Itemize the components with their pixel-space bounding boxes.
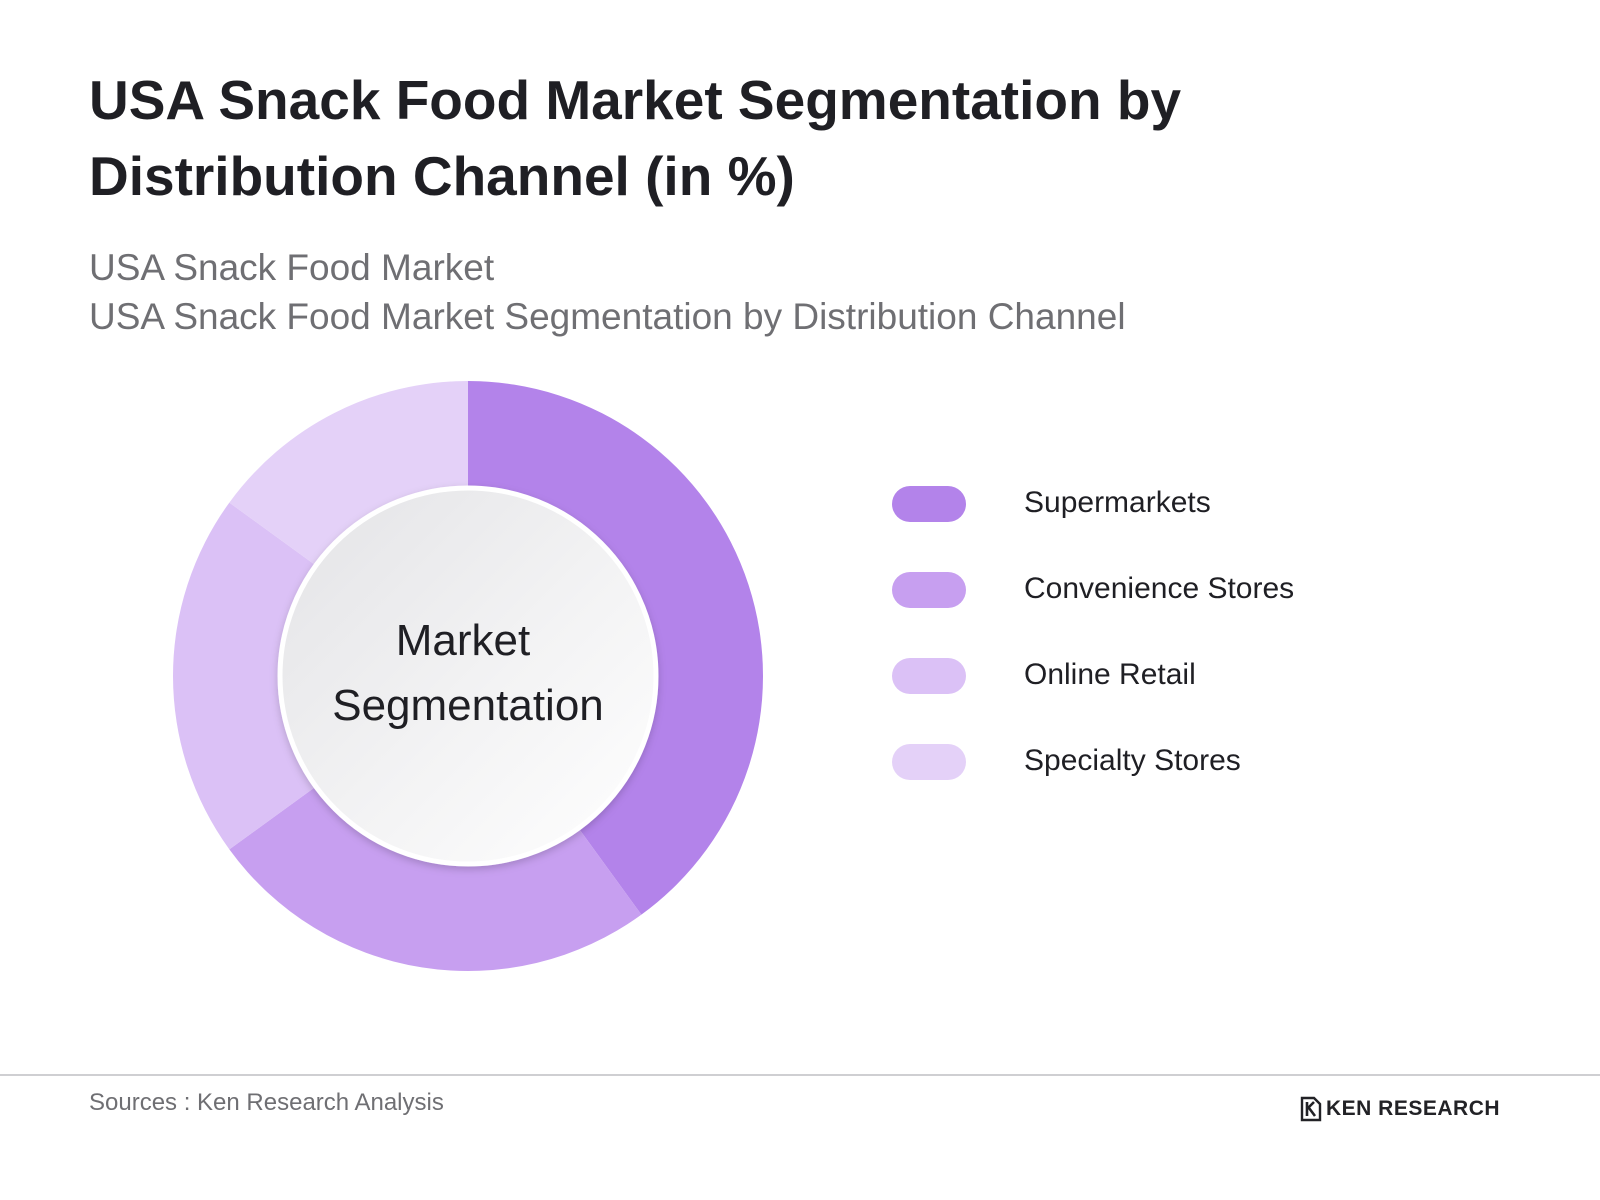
legend-item-supermarkets: Supermarkets	[892, 486, 1452, 572]
subtitle-market: USA Snack Food Market	[89, 247, 495, 288]
legend-item-convenience-stores: Convenience Stores	[892, 572, 1452, 658]
donut-slice-specialty-stores	[229, 381, 468, 566]
legend-swatch	[892, 572, 966, 608]
donut-center-disc	[277, 485, 659, 867]
donut-slice-convenience-stores	[229, 786, 642, 972]
legend-swatch	[892, 486, 966, 522]
donut-slice-supermarkets	[468, 381, 764, 915]
legend-item-specialty-stores: Specialty Stores	[892, 744, 1452, 830]
footer-divider	[0, 1074, 1600, 1076]
center-label-line2: Segmentation	[332, 681, 604, 730]
legend-swatch	[892, 658, 966, 694]
legend-label: Specialty Stores	[1024, 744, 1241, 777]
subtitle-segmentation: USA Snack Food Market Segmentation by Di…	[89, 296, 1126, 337]
legend-label: Supermarkets	[1024, 486, 1211, 519]
legend-label: Online Retail	[1024, 658, 1196, 691]
chart-title: USA Snack Food Market Segmentation by Di…	[89, 69, 1182, 207]
donut-slice-online-retail	[173, 502, 316, 850]
brand-name: KEN RESEARCH	[1326, 1097, 1501, 1120]
center-label-line1: Market	[396, 616, 530, 665]
brand-logo: KEN RESEARCH	[1300, 1094, 1500, 1124]
legend-swatch	[892, 744, 966, 780]
chart-legend: Supermarkets Convenience Stores Online R…	[892, 486, 1452, 830]
sources-note: Sources : Ken Research Analysis	[89, 1089, 444, 1116]
ken-research-logo-icon	[1300, 1096, 1322, 1122]
legend-label: Convenience Stores	[1024, 572, 1295, 605]
legend-item-online-retail: Online Retail	[892, 658, 1452, 744]
donut-slices	[173, 381, 764, 972]
